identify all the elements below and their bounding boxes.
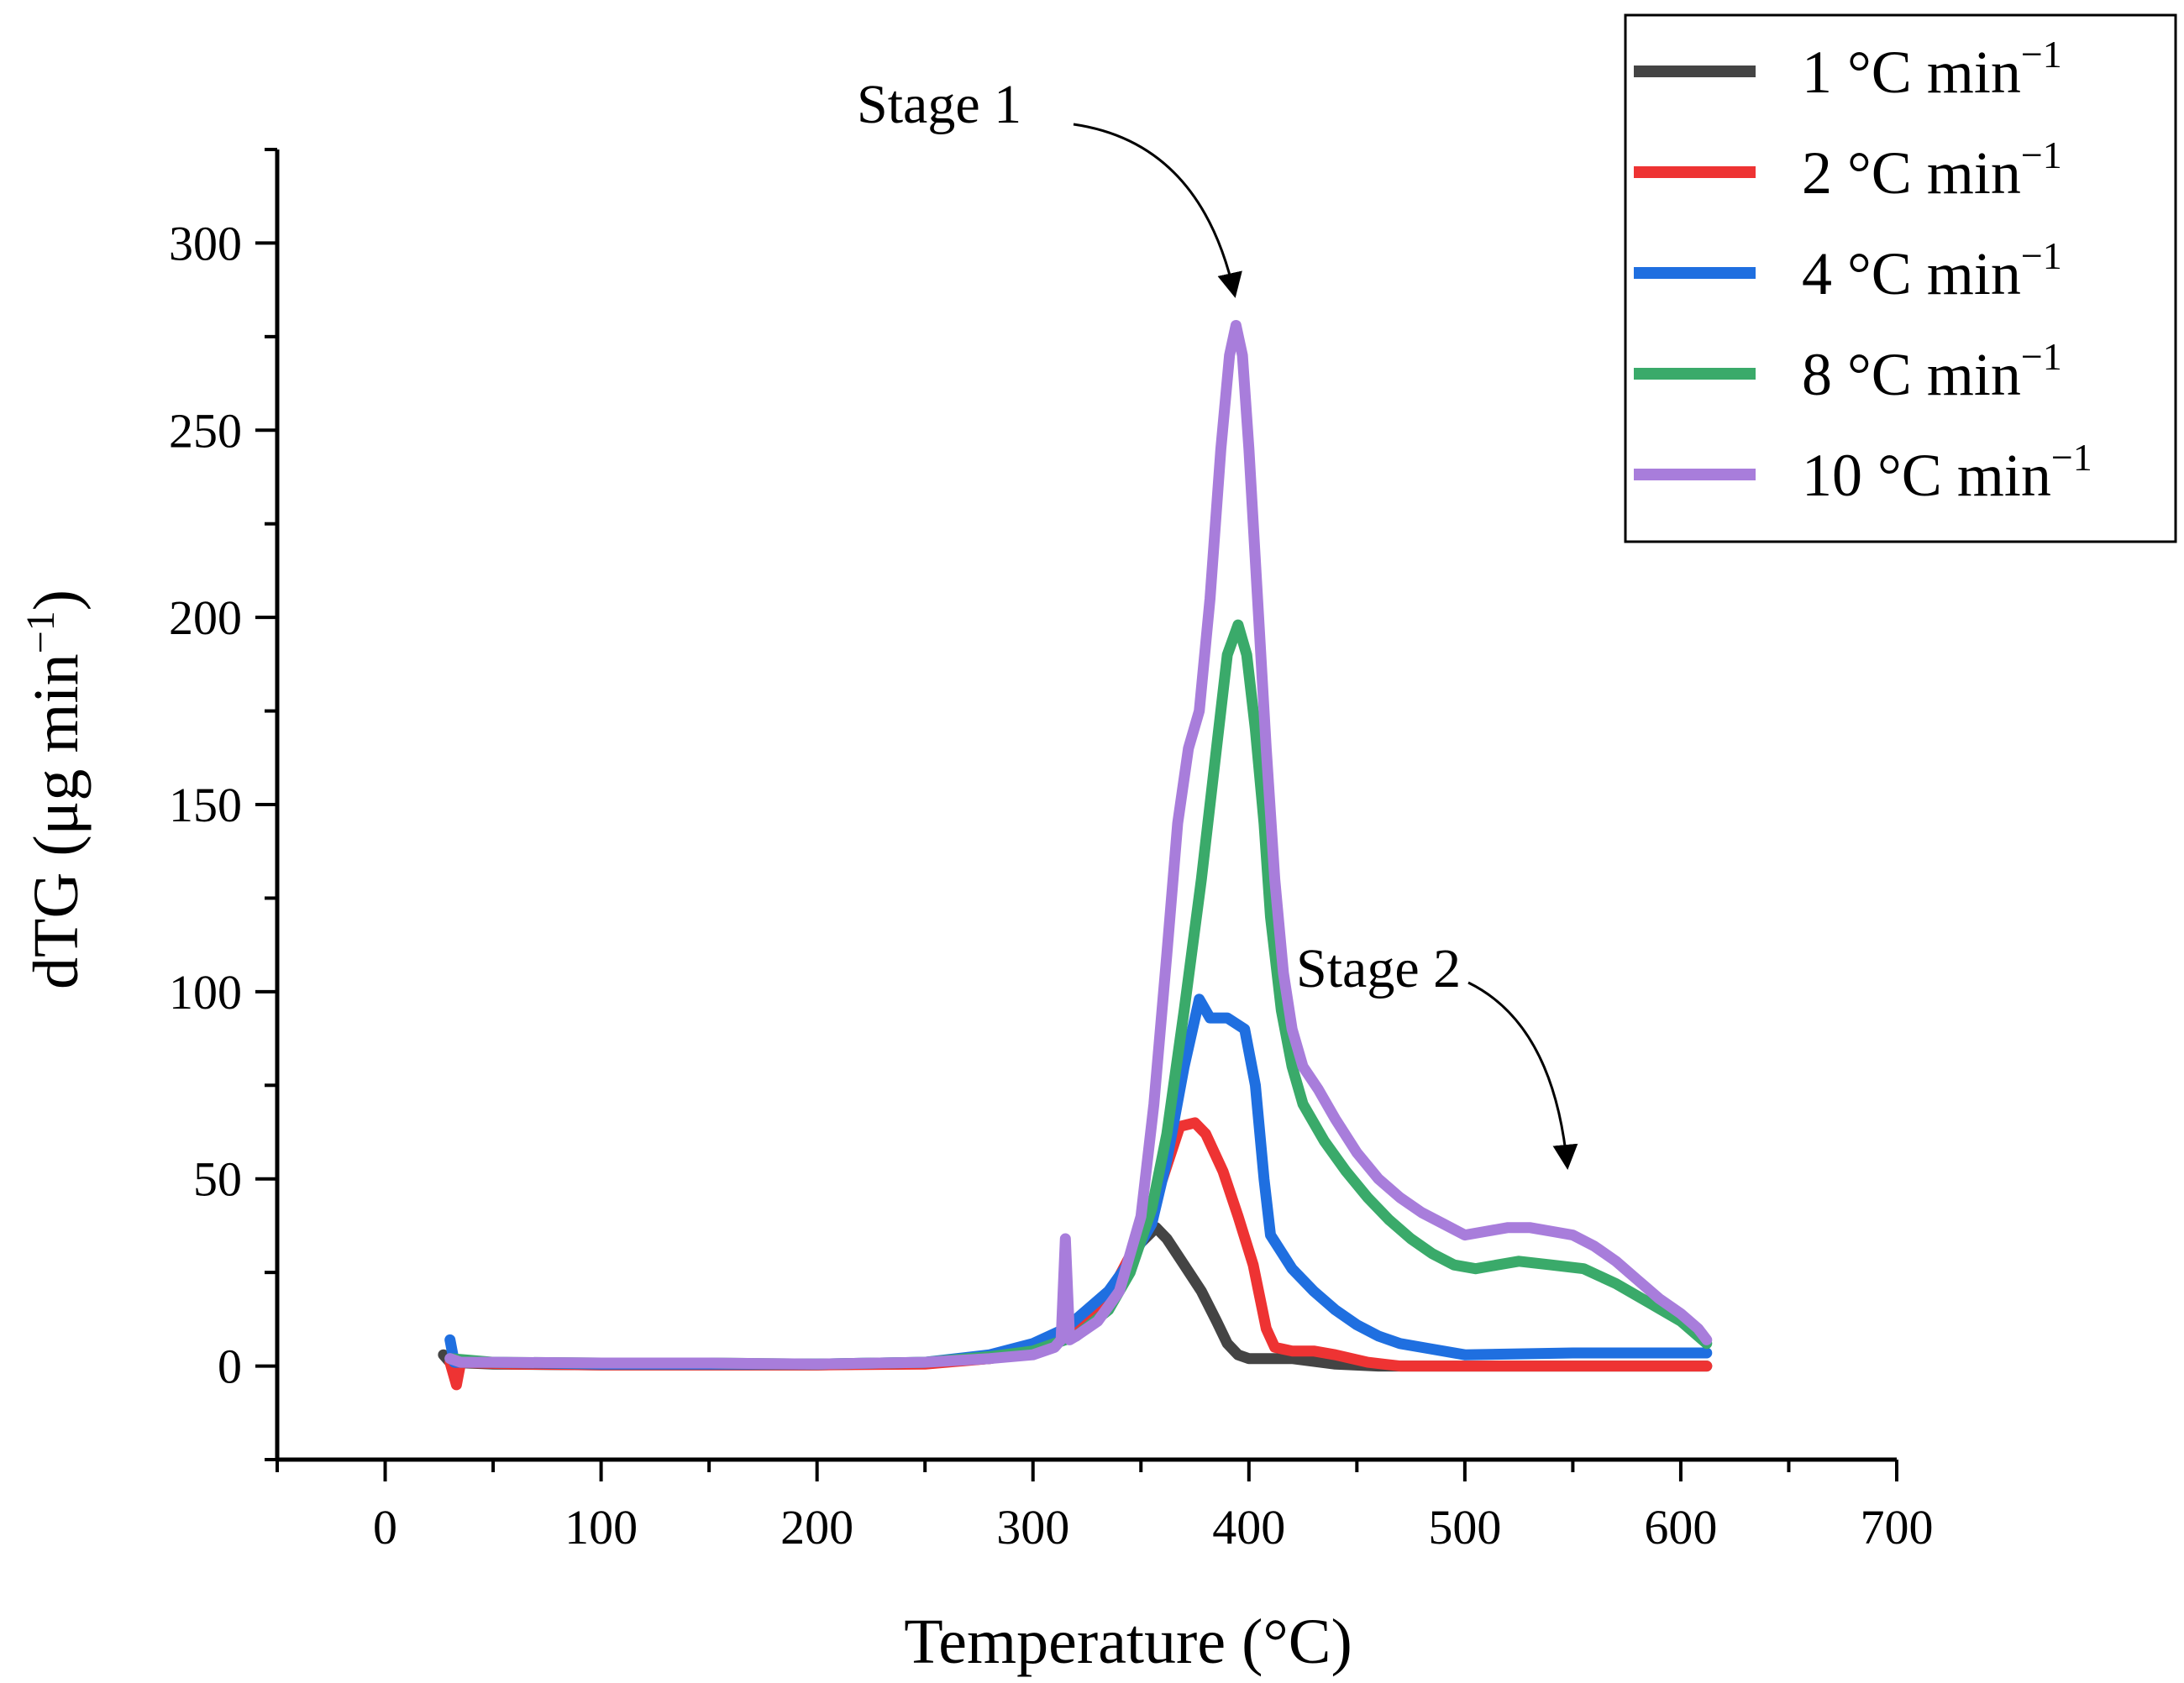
- y-axis-title: dTG (μg min−1): [18, 590, 92, 989]
- stage-1-arrow: [1073, 123, 1242, 298]
- legend-label-5: 10 °C min−1: [1802, 436, 2092, 509]
- stage-2-arrow: [1467, 981, 1578, 1170]
- y-tick-label: 250: [169, 403, 242, 458]
- y-tick-label: 100: [169, 965, 242, 1020]
- annotations: Stage 1 Stage 2: [857, 74, 1578, 1170]
- y-tick-label: 150: [169, 778, 242, 832]
- x-tick-label: 200: [780, 1500, 853, 1555]
- y-axis-title-tail: ): [21, 590, 92, 611]
- series-line-3: [444, 994, 1713, 1370]
- x-tick-label: 700: [1861, 1500, 1934, 1555]
- legend-label-sup: −1: [2051, 436, 2092, 479]
- y-axis-title-main: dTG (μg min: [21, 653, 92, 989]
- x-tick-label: 600: [1644, 1500, 1717, 1555]
- legend-items: 1 °C min−12 °C min−14 °C min−18 °C min−1…: [1634, 33, 2092, 509]
- x-tick-label: 500: [1428, 1500, 1501, 1555]
- legend-label-4: 8 °C min−1: [1802, 335, 2062, 408]
- legend-label-text: 4 °C min: [1802, 240, 2021, 307]
- x-tick-label: 300: [996, 1500, 1069, 1555]
- series-line-4: [444, 619, 1713, 1370]
- legend-label-sup: −1: [2021, 234, 2062, 277]
- y-tick-label: 200: [169, 590, 242, 645]
- x-tick-label: 0: [373, 1500, 397, 1555]
- legend-label-text: 1 °C min: [1802, 39, 2021, 106]
- y-axis-title-sup: −1: [18, 611, 63, 653]
- x-axis-title: Temperature (°C): [904, 1607, 1352, 1677]
- legend-label-sup: −1: [2021, 134, 2062, 176]
- y-tick-label: 300: [169, 216, 242, 270]
- series-line-1: [438, 1222, 1713, 1372]
- legend: 1 °C min−12 °C min−14 °C min−18 °C min−1…: [1624, 13, 2177, 543]
- legend-label-sup: −1: [2021, 335, 2062, 378]
- legend-label-1: 1 °C min−1: [1802, 33, 2062, 106]
- y-tick-label: 0: [218, 1340, 242, 1394]
- legend-label-text: 2 °C min: [1802, 139, 2021, 207]
- y-tick-label: 50: [193, 1152, 242, 1207]
- legend-label-text: 10 °C min: [1802, 442, 2051, 509]
- series-layer: [438, 320, 1713, 1391]
- series-line-5: [444, 320, 1713, 1370]
- y-ticks: 0 50 100 150 200 250 300: [169, 148, 277, 1461]
- stage-2-label: Stage 2: [1296, 938, 1461, 999]
- legend-label-sup: −1: [2021, 33, 2062, 76]
- series-line-2: [444, 1117, 1713, 1391]
- x-ticks: 0 100 200 300 400 500 600 700: [276, 1460, 1934, 1555]
- legend-label-3: 4 °C min−1: [1802, 234, 2062, 307]
- legend-box: [1624, 13, 2177, 543]
- legend-label-text: 8 °C min: [1802, 341, 2021, 408]
- stage-1-label: Stage 1: [857, 74, 1021, 135]
- x-tick-label: 400: [1212, 1500, 1285, 1555]
- legend-label-2: 2 °C min−1: [1802, 134, 2062, 207]
- x-tick-label: 100: [564, 1500, 638, 1555]
